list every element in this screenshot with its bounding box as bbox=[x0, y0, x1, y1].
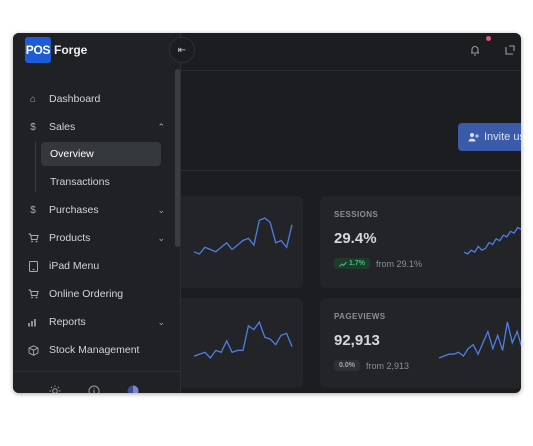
sidebar-item-sales[interactable]: $ Sales ⌃ bbox=[25, 116, 165, 138]
sidebar-subitem-label: Transactions bbox=[50, 176, 110, 188]
metric-card-top-left bbox=[163, 196, 303, 288]
dollar-icon: $ bbox=[30, 121, 36, 133]
card-delta: 1.7% from 29.1% bbox=[334, 258, 422, 269]
cart-icon bbox=[25, 289, 41, 299]
sparkline bbox=[463, 226, 521, 255]
bell-icon[interactable] bbox=[468, 43, 482, 57]
add-user-icon bbox=[468, 133, 479, 142]
sun-icon[interactable] bbox=[49, 385, 61, 393]
metric-card-bottom-left bbox=[163, 298, 303, 388]
sidebar-item-label: iPad Menu bbox=[49, 260, 100, 272]
chevron-down-icon: ⌄ bbox=[157, 316, 165, 327]
sparkline bbox=[438, 321, 521, 359]
sidebar-footer-divider bbox=[13, 371, 180, 372]
sparkline-path bbox=[463, 226, 521, 255]
sidebar-item-label: Stock Management bbox=[49, 344, 140, 356]
page-header bbox=[181, 71, 521, 171]
sidebar: POS Forge ⌂ Dashboard $ Sales ⌃ Overview… bbox=[13, 33, 181, 393]
sidebar-subitem-label: Overview bbox=[50, 148, 94, 160]
sidebar-item-stock-management[interactable]: Stock Management bbox=[25, 339, 165, 361]
sidebar-subitem-transactions[interactable]: Transactions bbox=[41, 170, 161, 194]
logo-mark: POS bbox=[25, 37, 51, 63]
sparkline-path bbox=[438, 321, 521, 359]
change-badge: 1.7% bbox=[334, 258, 370, 269]
trend-up-icon bbox=[339, 261, 347, 267]
sparkline-path bbox=[193, 217, 293, 255]
dollar-icon: $ bbox=[30, 204, 36, 216]
metric-card-pageviews: PAGEVIEWS 92,913 0.0% from 2,913 bbox=[320, 298, 521, 388]
info-icon[interactable] bbox=[88, 385, 100, 393]
sidebar-item-products[interactable]: Products ⌄ bbox=[25, 227, 165, 249]
sidebar-item-label: Products bbox=[49, 232, 91, 244]
tablet-icon bbox=[25, 260, 41, 272]
sparkline-path bbox=[193, 320, 293, 360]
home-icon: ⌂ bbox=[29, 93, 37, 105]
comparison-text: from 29.1% bbox=[375, 258, 422, 269]
comparison-text: from 2,913 bbox=[365, 360, 409, 371]
change-value: 1.7% bbox=[349, 260, 365, 267]
invite-label: Invite us bbox=[484, 131, 521, 143]
sidebar-scrollbar[interactable] bbox=[175, 69, 180, 247]
card-value: 92,913 bbox=[334, 332, 380, 349]
notification-dot bbox=[486, 36, 491, 41]
logo-text: Forge bbox=[54, 43, 88, 57]
submenu-guide-line bbox=[35, 142, 36, 192]
card-value: 29.4% bbox=[334, 230, 377, 247]
sidebar-item-online-ordering[interactable]: Online Ordering bbox=[25, 283, 165, 305]
card-label: SESSIONS bbox=[334, 210, 379, 219]
box-icon bbox=[25, 344, 41, 356]
change-badge: 0.0% bbox=[334, 360, 360, 371]
app-window: Invite us SESSIONS 29.4% 1.7% from 29.1%… bbox=[13, 33, 521, 393]
invite-user-button[interactable]: Invite us bbox=[458, 123, 521, 151]
sidebar-item-label: Online Ordering bbox=[49, 288, 124, 300]
collapse-sidebar-button[interactable]: ⇤ bbox=[169, 37, 195, 63]
card-delta: 0.0% from 2,913 bbox=[334, 360, 409, 371]
sidebar-item-label: Dashboard bbox=[49, 93, 101, 105]
chevron-down-icon: ⌄ bbox=[157, 204, 165, 215]
sidebar-item-label: Sales bbox=[49, 121, 76, 133]
card-label: PAGEVIEWS bbox=[334, 312, 386, 321]
sidebar-item-purchases[interactable]: $ Purchases ⌄ bbox=[25, 199, 165, 221]
sparkline bbox=[193, 320, 293, 360]
sidebar-subitem-overview[interactable]: Overview bbox=[41, 142, 161, 166]
chevron-down-icon: ⌄ bbox=[157, 232, 165, 243]
top-bar bbox=[181, 33, 521, 71]
avatar-icon[interactable] bbox=[127, 385, 139, 393]
expand-icon[interactable] bbox=[503, 43, 517, 57]
sidebar-item-dashboard[interactable]: ⌂ Dashboard bbox=[25, 88, 165, 110]
sidebar-item-ipad-menu[interactable]: iPad Menu bbox=[25, 255, 165, 277]
sidebar-item-label: Reports bbox=[49, 316, 86, 328]
sidebar-item-label: Purchases bbox=[49, 204, 99, 216]
brand-logo[interactable]: POS Forge bbox=[25, 37, 87, 63]
sidebar-item-reports[interactable]: Reports ⌄ bbox=[25, 311, 165, 333]
chevron-up-icon: ⌃ bbox=[157, 121, 165, 132]
sparkline bbox=[193, 217, 293, 255]
cart-icon bbox=[25, 233, 41, 243]
collapse-icon: ⇤ bbox=[177, 44, 187, 56]
bar-chart-icon bbox=[25, 318, 41, 327]
metric-card-sessions: SESSIONS 29.4% 1.7% from 29.1% bbox=[320, 196, 521, 288]
